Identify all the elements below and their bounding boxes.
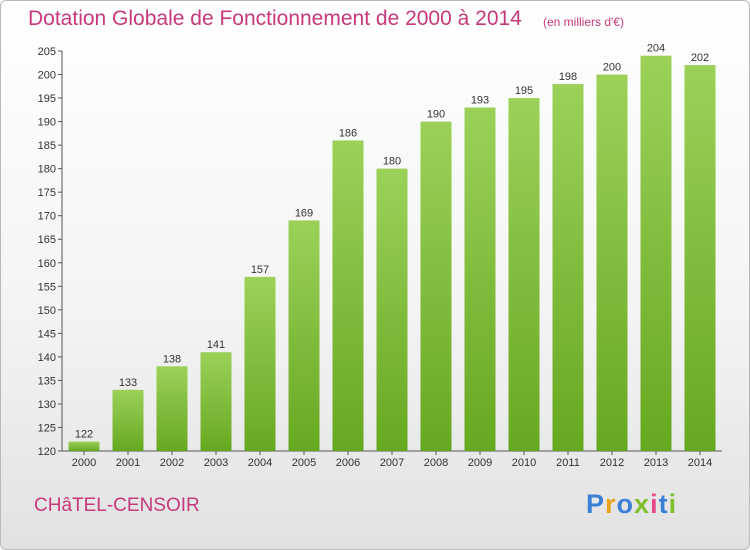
logo-letter: i [650, 489, 659, 519]
value-label-2001: 133 [119, 377, 137, 389]
value-label-2010: 195 [515, 85, 533, 97]
x-tick-label: 2014 [688, 457, 712, 469]
y-tick-label: 170 [38, 211, 56, 223]
bar-2011 [552, 83, 584, 452]
value-label-2002: 138 [163, 353, 181, 365]
logo-letter: t [658, 489, 669, 519]
commune-name: CHâTEL-CENSOIR [34, 495, 200, 516]
bars [68, 55, 716, 452]
x-tick-label: 2009 [468, 457, 492, 469]
y-tick-label: 155 [38, 281, 56, 293]
bar-2013 [640, 55, 672, 452]
value-label-2004: 157 [251, 264, 269, 276]
y-tick-label: 165 [38, 234, 56, 246]
bar-2014 [684, 65, 716, 451]
y-tick-label: 175 [38, 187, 56, 199]
y-tick-label: 200 [38, 70, 56, 82]
y-tick-label: 205 [38, 46, 56, 58]
x-tick-label: 2007 [380, 457, 404, 469]
bar-2007 [376, 168, 408, 451]
value-label-2009: 193 [471, 94, 489, 106]
bar-2008 [420, 121, 452, 452]
x-tick-label: 2011 [556, 457, 580, 469]
bar-2001 [112, 389, 144, 451]
value-label-2003: 141 [207, 339, 225, 351]
value-label-2000: 122 [75, 429, 93, 441]
logo-letter: x [634, 489, 651, 519]
y-tick-label: 130 [38, 399, 56, 411]
x-tick-label: 2013 [644, 457, 668, 469]
x-tick-label: 2002 [160, 457, 184, 469]
proxiti-logo: Proxiti [586, 489, 677, 520]
y-tick-label: 120 [38, 446, 56, 458]
bar-2009 [464, 107, 496, 452]
value-label-2005: 169 [295, 207, 313, 219]
x-tick-label: 2008 [424, 457, 448, 469]
y-tick-label: 150 [38, 305, 56, 317]
value-labels: 122 133 138 141 157 169 186 180 190 193 195 198 200 2… [75, 43, 709, 441]
value-label-2012: 200 [603, 62, 621, 74]
x-tick-label: 2004 [248, 457, 272, 469]
value-label-2006: 186 [339, 127, 357, 139]
value-label-2007: 180 [383, 156, 401, 168]
y-tick-label: 185 [38, 140, 56, 152]
x-tick-label: 2003 [204, 457, 228, 469]
y-tick-label: 160 [38, 258, 56, 270]
value-label-2013: 204 [647, 43, 665, 55]
x-tick-label: 2006 [336, 457, 360, 469]
bar-2002 [156, 366, 188, 451]
y-tick-label: 135 [38, 375, 56, 387]
y-tick-label: 195 [38, 93, 56, 105]
x-tick-label: 2001 [116, 457, 140, 469]
y-tick-label: 180 [38, 164, 56, 176]
x-tick-label: 2000 [72, 457, 96, 469]
x-tick-label: 2010 [512, 457, 536, 469]
bar-2000 [68, 441, 100, 451]
y-tick-label: 140 [38, 352, 56, 364]
y-tick-label: 190 [38, 117, 56, 129]
logo-letter: P [586, 489, 606, 519]
y-tick-label: 145 [38, 328, 56, 340]
value-label-2011: 198 [559, 71, 577, 83]
bar-2004 [244, 276, 276, 451]
chart-title: Dotation Globale de Fonctionnement de 20… [28, 7, 522, 30]
logo-letter: i [668, 489, 678, 519]
bar-2006 [332, 140, 364, 452]
x-tick-label: 2012 [600, 457, 624, 469]
bar-2010 [508, 98, 540, 451]
chart-subtitle: (en milliers d'€) [543, 15, 624, 29]
logo-letter: o [616, 489, 635, 519]
x-tick-label: 2005 [292, 457, 316, 469]
value-label-2008: 190 [427, 109, 445, 121]
value-label-2014: 202 [691, 52, 709, 64]
logo-letter: r [605, 489, 617, 519]
y-tick-label: 125 [38, 422, 56, 434]
bar-2012 [596, 74, 628, 451]
bar-2003 [200, 352, 232, 451]
bar-2005 [288, 220, 320, 451]
